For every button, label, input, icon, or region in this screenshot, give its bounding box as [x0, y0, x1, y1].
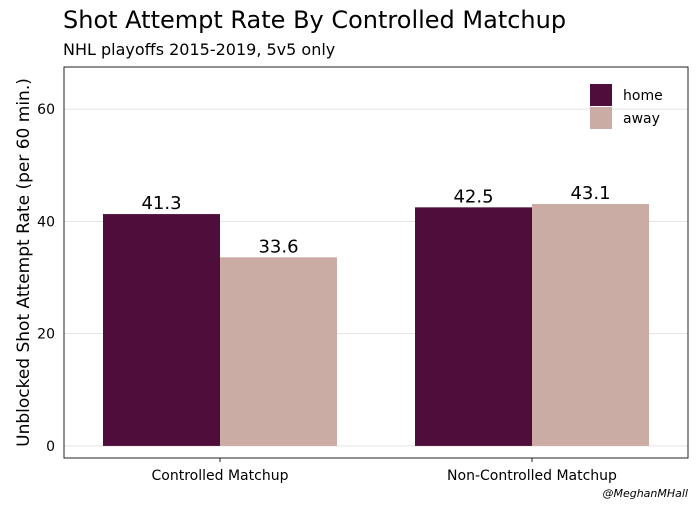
plot-frame	[63, 66, 689, 459]
data-label: 33.6	[258, 236, 298, 257]
data-labels: 41.3 33.6 42.5 43.1	[141, 183, 610, 257]
data-label: 42.5	[453, 186, 493, 207]
legend-swatch-home	[590, 84, 612, 106]
bars	[103, 203, 649, 446]
data-label: 43.1	[570, 183, 610, 204]
credit-text: @MeghanMHall	[602, 487, 688, 500]
x-tick-label: Controlled Matchup	[152, 468, 289, 484]
legend-label-home: home	[623, 88, 663, 104]
bar-away	[532, 203, 649, 446]
y-tick-label: 0	[46, 439, 55, 455]
x-tick-label: Non-Controlled Matchup	[447, 468, 617, 484]
x-axis-ticks: Controlled Matchup Non-Controlled Matchup	[152, 458, 617, 484]
bar-home	[103, 214, 220, 446]
y-axis-title: Unblocked Shot Attempt Rate (per 60 min.…	[14, 78, 34, 447]
chart-subtitle: NHL playoffs 2015-2019, 5v5 only	[63, 40, 336, 59]
bar-home	[415, 207, 532, 446]
y-axis-ticks: 0 20 40 60	[37, 102, 55, 455]
bar-away	[220, 257, 337, 446]
y-tick-label: 40	[37, 214, 55, 230]
chart-title: Shot Attempt Rate By Controlled Matchup	[63, 6, 567, 34]
legend-label-away: away	[623, 111, 660, 127]
legend-swatch-away	[590, 107, 612, 129]
data-label: 41.3	[141, 193, 181, 214]
y-tick-label: 20	[37, 327, 55, 343]
y-tick-label: 60	[37, 102, 55, 118]
legend: home away	[590, 84, 663, 129]
